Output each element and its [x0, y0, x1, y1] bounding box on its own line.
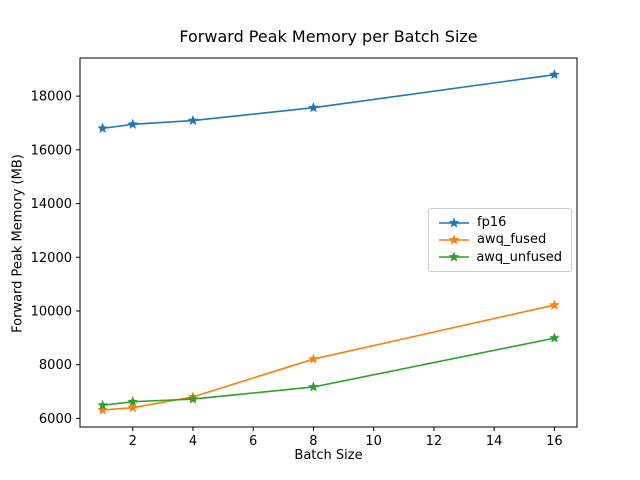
- legend-item-awq_fused: awq_fused: [438, 231, 562, 248]
- x-axis-label: Batch Size: [294, 448, 363, 463]
- marker-awq_unfused: [549, 332, 560, 343]
- marker-fp16: [308, 102, 319, 113]
- legend-line-star-swatch: [439, 217, 469, 228]
- legend: fp16 awq_fused awq_unfused: [428, 208, 572, 272]
- x-tick-label: 6: [249, 434, 257, 449]
- series-line-fp16: [102, 73, 555, 130]
- y-axis-label: Forward Peak Memory (MB): [10, 154, 26, 333]
- legend-label: fp16: [477, 215, 507, 231]
- legend-label: awq_unfused: [476, 249, 562, 265]
- legend-label: awq_fused: [477, 232, 547, 248]
- y-tick-label: 6000: [39, 412, 72, 427]
- marker-awq_fused: [549, 299, 560, 310]
- y-tick-label: 18000: [31, 90, 72, 105]
- legend-line-star-swatch: [439, 234, 469, 245]
- marker-fp16: [549, 69, 560, 80]
- marker-awq_fused: [308, 353, 319, 364]
- axes-spines: [79, 57, 578, 428]
- marker-awq_fused: [97, 404, 108, 415]
- x-tick-label: 14: [486, 434, 503, 449]
- marker-awq_unfused: [97, 399, 108, 410]
- series-line-awq_unfused: [102, 337, 555, 407]
- y-tick-label: 12000: [31, 251, 72, 266]
- x-tick-label: 12: [426, 434, 443, 449]
- series-line-awq_fused: [102, 304, 555, 411]
- x-tick-label: 10: [365, 434, 382, 449]
- x-tick-label: 2: [129, 434, 137, 449]
- marker-fp16: [97, 122, 108, 133]
- legend-item-awq_unfused: awq_unfused: [438, 249, 562, 266]
- x-tick-label: 16: [546, 434, 563, 449]
- marker-fp16: [127, 118, 139, 129]
- y-tick-label: 10000: [31, 304, 72, 319]
- marker-awq_unfused: [187, 393, 199, 404]
- marker-fp16: [187, 114, 199, 126]
- x-tick-label: 4: [189, 434, 197, 449]
- y-tick-label: 8000: [39, 358, 72, 373]
- marker-awq_fused: [127, 402, 139, 413]
- legend-item-fp16: fp16: [438, 214, 562, 231]
- legend-line-star-swatch: [439, 251, 469, 262]
- x-tick-label: 8: [309, 434, 317, 449]
- marker-awq_unfused: [127, 396, 139, 407]
- y-tick-label: 16000: [31, 143, 72, 158]
- y-tick-label: 14000: [31, 197, 72, 212]
- marker-awq_unfused: [308, 381, 319, 392]
- chart-title: Forward Peak Memory per Batch Size: [179, 27, 478, 46]
